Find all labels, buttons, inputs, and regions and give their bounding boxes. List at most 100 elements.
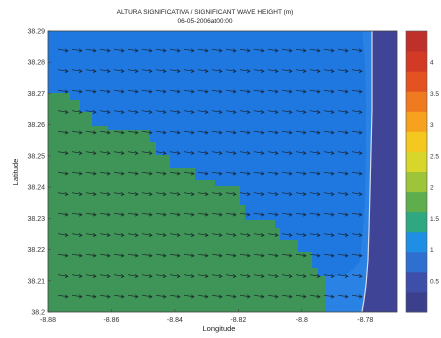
wave-arrow: [309, 130, 321, 135]
wave-arrow: [295, 294, 307, 299]
wave-arrow: [113, 294, 125, 299]
wave-arrow: [169, 212, 181, 217]
wave-arrow: [57, 89, 69, 94]
wave-arrow: [183, 274, 195, 278]
colorbar-segment: [406, 91, 427, 112]
wave-arrow: [337, 233, 349, 237]
wave-arrow: [183, 192, 195, 196]
wave-arrow: [239, 89, 251, 94]
wave-arrow: [113, 212, 125, 217]
wave-arrow: [155, 294, 167, 299]
wave-arrow: [113, 151, 125, 155]
wave-arrow: [57, 294, 69, 299]
wave-arrow: [169, 233, 181, 237]
colorbar-tick-label: 1.5: [430, 216, 439, 223]
wave-arrow: [99, 69, 111, 73]
wave-arrow: [197, 192, 209, 196]
wave-arrow: [211, 253, 223, 258]
wave-arrow: [239, 48, 251, 53]
wave-arrow: [323, 212, 335, 217]
wave-arrow: [267, 212, 279, 217]
wave-arrow: [113, 130, 125, 135]
y-tick-label: 38.24: [27, 185, 45, 192]
wave-arrow: [127, 171, 139, 176]
wave-arrow: [337, 69, 349, 73]
plot-area: [48, 31, 397, 313]
wave-arrow: [57, 233, 69, 237]
wave-arrow: [169, 48, 181, 53]
wave-arrow: [197, 253, 209, 258]
wave-arrow: [281, 253, 293, 258]
wave-arrow: [197, 274, 209, 278]
wave-arrow: [197, 130, 209, 135]
wave-arrow: [85, 110, 97, 114]
x-axis: -8.88 -8.86 -8.84 -8.82 -8.8 -8.78: [40, 309, 373, 324]
wave-arrow: [71, 130, 83, 135]
wave-arrow: [99, 212, 111, 217]
wave-arrow: [351, 89, 363, 94]
y-tick-label: 38.26: [27, 122, 45, 129]
wave-arrow: [169, 110, 181, 114]
wave-arrow: [99, 89, 111, 94]
wave-arrow: [127, 151, 139, 155]
wave-arrow: [85, 253, 97, 258]
region-1-5: [48, 93, 325, 312]
wave-arrow: [85, 69, 97, 73]
colorbar-segment: [406, 271, 427, 293]
wave-arrow: [267, 151, 279, 155]
wave-arrow: [141, 212, 153, 217]
colorbar-segment: [406, 51, 427, 72]
x-tick-label: -8.82: [230, 317, 246, 324]
wave-arrow: [155, 233, 167, 237]
wave-arrow: [351, 48, 363, 53]
colorbar-tick-label: 2.5: [430, 153, 439, 160]
wave-arrow: [211, 171, 223, 176]
wave-arrow: [113, 192, 125, 196]
wave-arrow: [295, 110, 307, 114]
wave-arrow: [281, 69, 293, 73]
wave-arrow: [351, 130, 363, 135]
wave-arrow: [337, 274, 349, 278]
wave-arrow: [281, 192, 293, 196]
wave-arrow: [323, 69, 335, 73]
wave-arrow: [239, 110, 251, 114]
wave-arrow: [309, 151, 321, 155]
wave-arrow: [57, 192, 69, 196]
x-tick-label: -8.8: [296, 317, 308, 324]
wave-arrow: [309, 89, 321, 94]
wave-arrow: [281, 274, 293, 278]
wave-arrow: [295, 233, 307, 237]
colorbar-tick-label: 1: [430, 247, 434, 254]
wave-arrow: [267, 130, 279, 135]
wave-arrow: [113, 89, 125, 94]
wave-arrow: [197, 294, 209, 299]
wave-arrow: [267, 192, 279, 196]
colorbar-segment: [406, 131, 427, 152]
wave-arrow: [127, 233, 139, 237]
wave-arrow: [99, 151, 111, 155]
wave-arrow: [225, 89, 237, 94]
wave-arrow: [211, 151, 223, 155]
wave-arrow: [253, 130, 265, 135]
wave-arrow: [211, 130, 223, 135]
colorbar-segment: [406, 211, 427, 233]
wave-arrow: [211, 89, 223, 94]
wave-arrow: [253, 171, 265, 176]
wave-arrow: [127, 192, 139, 196]
wave-arrow: [141, 233, 153, 237]
wave-arrow: [253, 294, 265, 299]
wave-arrow: [351, 171, 363, 176]
chart-subtitle: 06-05-2006at00:00: [178, 18, 233, 25]
wave-arrow: [239, 274, 251, 278]
wave-arrow: [225, 48, 237, 53]
wave-arrow: [239, 69, 251, 73]
wave-arrow: [239, 212, 251, 217]
wave-arrow: [337, 253, 349, 258]
wave-arrow: [267, 171, 279, 176]
wave-arrow: [113, 233, 125, 237]
wave-arrow: [323, 294, 335, 299]
wave-arrow: [141, 253, 153, 258]
wave-arrow: [351, 233, 363, 237]
wave-arrow: [211, 233, 223, 237]
